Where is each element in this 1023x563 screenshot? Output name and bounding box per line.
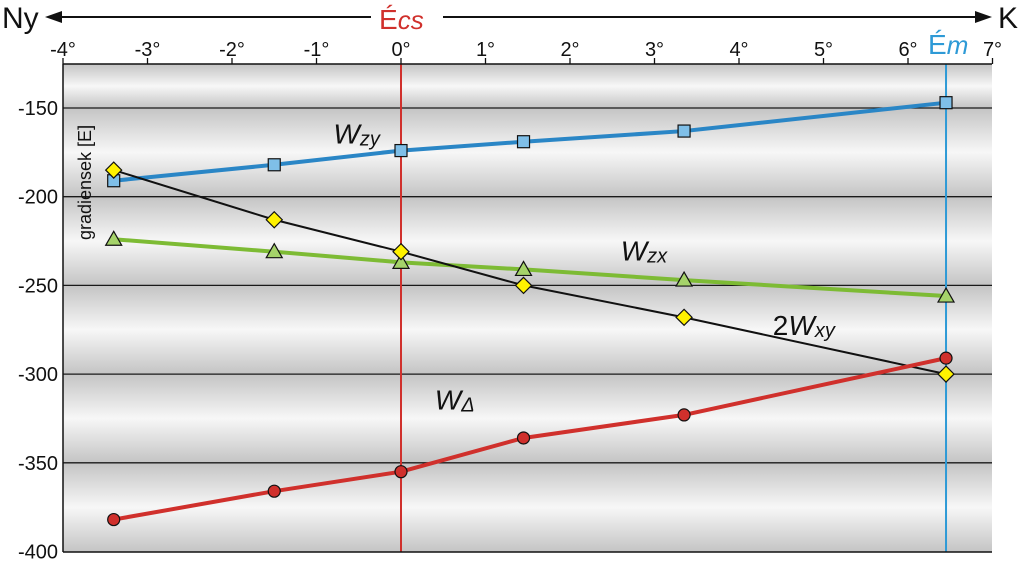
data-point-Wzy	[677, 124, 691, 138]
x-tick-label: -4°	[50, 39, 76, 61]
data-point-2Wxy	[265, 210, 284, 229]
series-line-2Wxy	[113, 169, 947, 376]
arrow-left-head	[45, 11, 62, 23]
y-tick-label: -300	[18, 364, 58, 386]
direction-label-right: K	[998, 2, 1018, 35]
x-tick-label: -2°	[219, 39, 245, 61]
plot-background	[63, 64, 992, 552]
series-line-Wzx	[113, 237, 947, 299]
data-point-Wzx	[391, 253, 411, 269]
series-line-WΔ	[113, 356, 947, 522]
x-tick-label: 7°	[983, 39, 1002, 61]
y-tick-label: -400	[18, 542, 58, 563]
data-point-Wzx	[936, 286, 956, 303]
reference-label-bg	[371, 2, 443, 34]
plot-band	[63, 285, 992, 375]
data-point-Wzx	[514, 260, 533, 277]
data-point-Wzx	[265, 242, 284, 259]
x-tick-label: 0°	[391, 39, 410, 61]
x-tick-label: -1°	[304, 39, 330, 61]
data-point-Wzx	[104, 230, 123, 246]
data-point-2Wxy	[514, 276, 533, 295]
data-point-2Wxy	[675, 308, 693, 327]
plot-band	[63, 64, 992, 108]
x-tick-label: 5°	[814, 39, 833, 61]
series-line-Wzy	[113, 100, 947, 183]
data-point-WΔ	[394, 465, 408, 479]
arrow-right-head	[975, 11, 992, 23]
axes: -150 -200 -250 -300 -350 -400 -4° -3° -2° -1° 0° 1°…	[18, 11, 1002, 563]
plot-band	[63, 374, 992, 463]
plot-band	[63, 108, 992, 197]
series-label: WΔ	[435, 385, 475, 417]
direction-label-left: Ny	[2, 2, 39, 35]
data-point-2Wxy	[392, 242, 410, 261]
data-point-Wzy	[267, 158, 281, 172]
x-tick-label: 3°	[645, 39, 664, 61]
data-point-2Wxy	[104, 161, 123, 179]
data-point-2Wxy	[937, 365, 955, 383]
reference-line-label: Ém	[928, 29, 968, 60]
y-axis-label: gradiensek [E]	[75, 125, 95, 240]
series-label: Wzx	[621, 236, 668, 268]
plot-band	[63, 462, 992, 552]
x-tick-label: 6°	[898, 39, 917, 61]
y-tick-label: -150	[18, 98, 58, 120]
reference-line-label: Écs	[379, 4, 424, 35]
series-label: 2Wxy	[773, 310, 836, 342]
y-tick-label: -200	[18, 187, 58, 209]
data-point-WΔ	[267, 484, 281, 498]
x-tick-label: 1°	[476, 39, 495, 61]
x-tick-label: -3°	[135, 39, 161, 61]
series-layer	[104, 96, 956, 527]
data-point-WΔ	[677, 408, 691, 422]
data-point-Wzy	[516, 135, 531, 149]
data-point-WΔ	[516, 431, 531, 445]
data-point-WΔ	[939, 351, 953, 365]
data-point-Wzy	[939, 96, 953, 110]
data-point-Wzx	[675, 270, 694, 287]
data-point-Wzy	[394, 143, 408, 158]
y-tick-label: -350	[18, 453, 58, 475]
x-tick-label: 4°	[729, 39, 748, 61]
series-label: Wzy	[333, 118, 380, 150]
x-tick-label: 2°	[560, 39, 579, 61]
data-point-WΔ	[107, 512, 121, 527]
y-tick-label: -250	[18, 275, 58, 297]
